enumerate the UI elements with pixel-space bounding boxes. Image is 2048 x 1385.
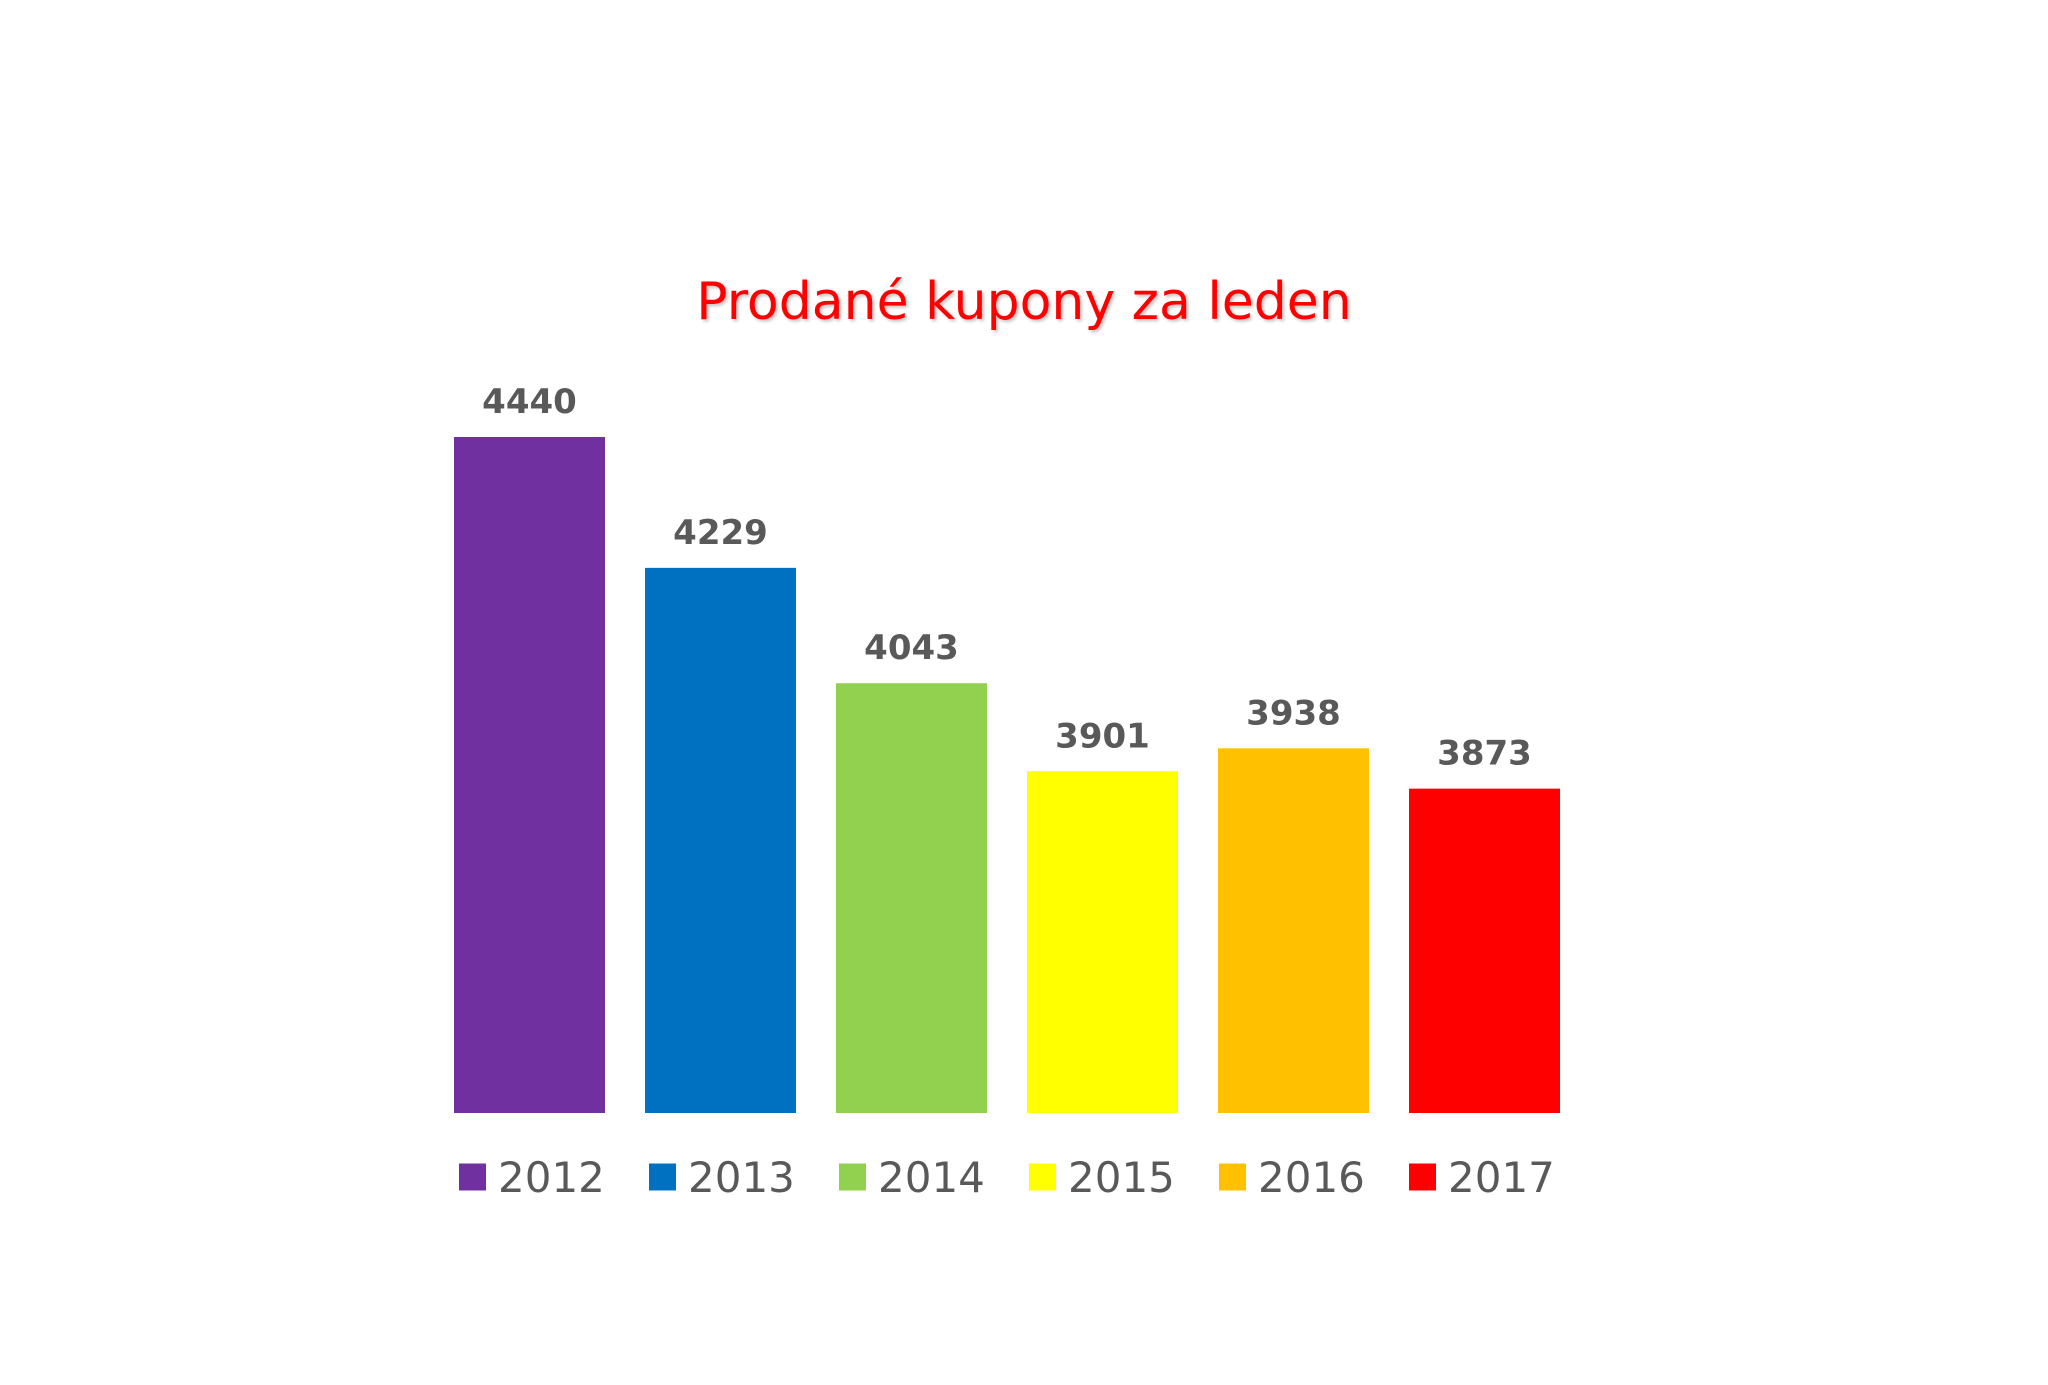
legend-swatch-2015 — [1029, 1163, 1056, 1191]
legend-label-2013: 2013 — [688, 1153, 795, 1202]
data-label-2014: 4043 — [864, 628, 959, 668]
data-label-2017: 3873 — [1437, 734, 1532, 774]
legend-swatch-2014 — [839, 1163, 866, 1191]
legend-swatch-2013 — [649, 1163, 676, 1191]
bars-layer — [454, 437, 1560, 1113]
legend: 2012 2013 2014 2015 2016 2017 — [459, 1153, 1555, 1202]
legend-swatch-2012 — [459, 1163, 486, 1191]
bar-2013 — [645, 567, 796, 1113]
bar-2015 — [1027, 771, 1178, 1113]
chart-title: Prodané kupony za leden — [696, 272, 1352, 332]
data-label-2012: 4440 — [482, 382, 577, 422]
bar-2017 — [1409, 788, 1560, 1113]
bar-2012 — [454, 437, 605, 1113]
legend-swatch-2017 — [1409, 1163, 1436, 1191]
bar-2014 — [836, 683, 987, 1113]
bar-2016 — [1218, 748, 1369, 1113]
legend-label-2016: 2016 — [1258, 1153, 1365, 1202]
data-labels-layer: 4440 4229 4043 3901 3938 3873 — [482, 382, 1532, 774]
legend-label-2012: 2012 — [498, 1153, 605, 1202]
legend-label-2014: 2014 — [878, 1153, 985, 1202]
data-label-2016: 3938 — [1246, 693, 1341, 733]
legend-swatch-2016 — [1219, 1163, 1246, 1191]
data-label-2013: 4229 — [673, 513, 768, 553]
legend-label-2017: 2017 — [1448, 1153, 1555, 1202]
data-label-2015: 3901 — [1055, 716, 1150, 756]
legend-label-2015: 2015 — [1068, 1153, 1175, 1202]
